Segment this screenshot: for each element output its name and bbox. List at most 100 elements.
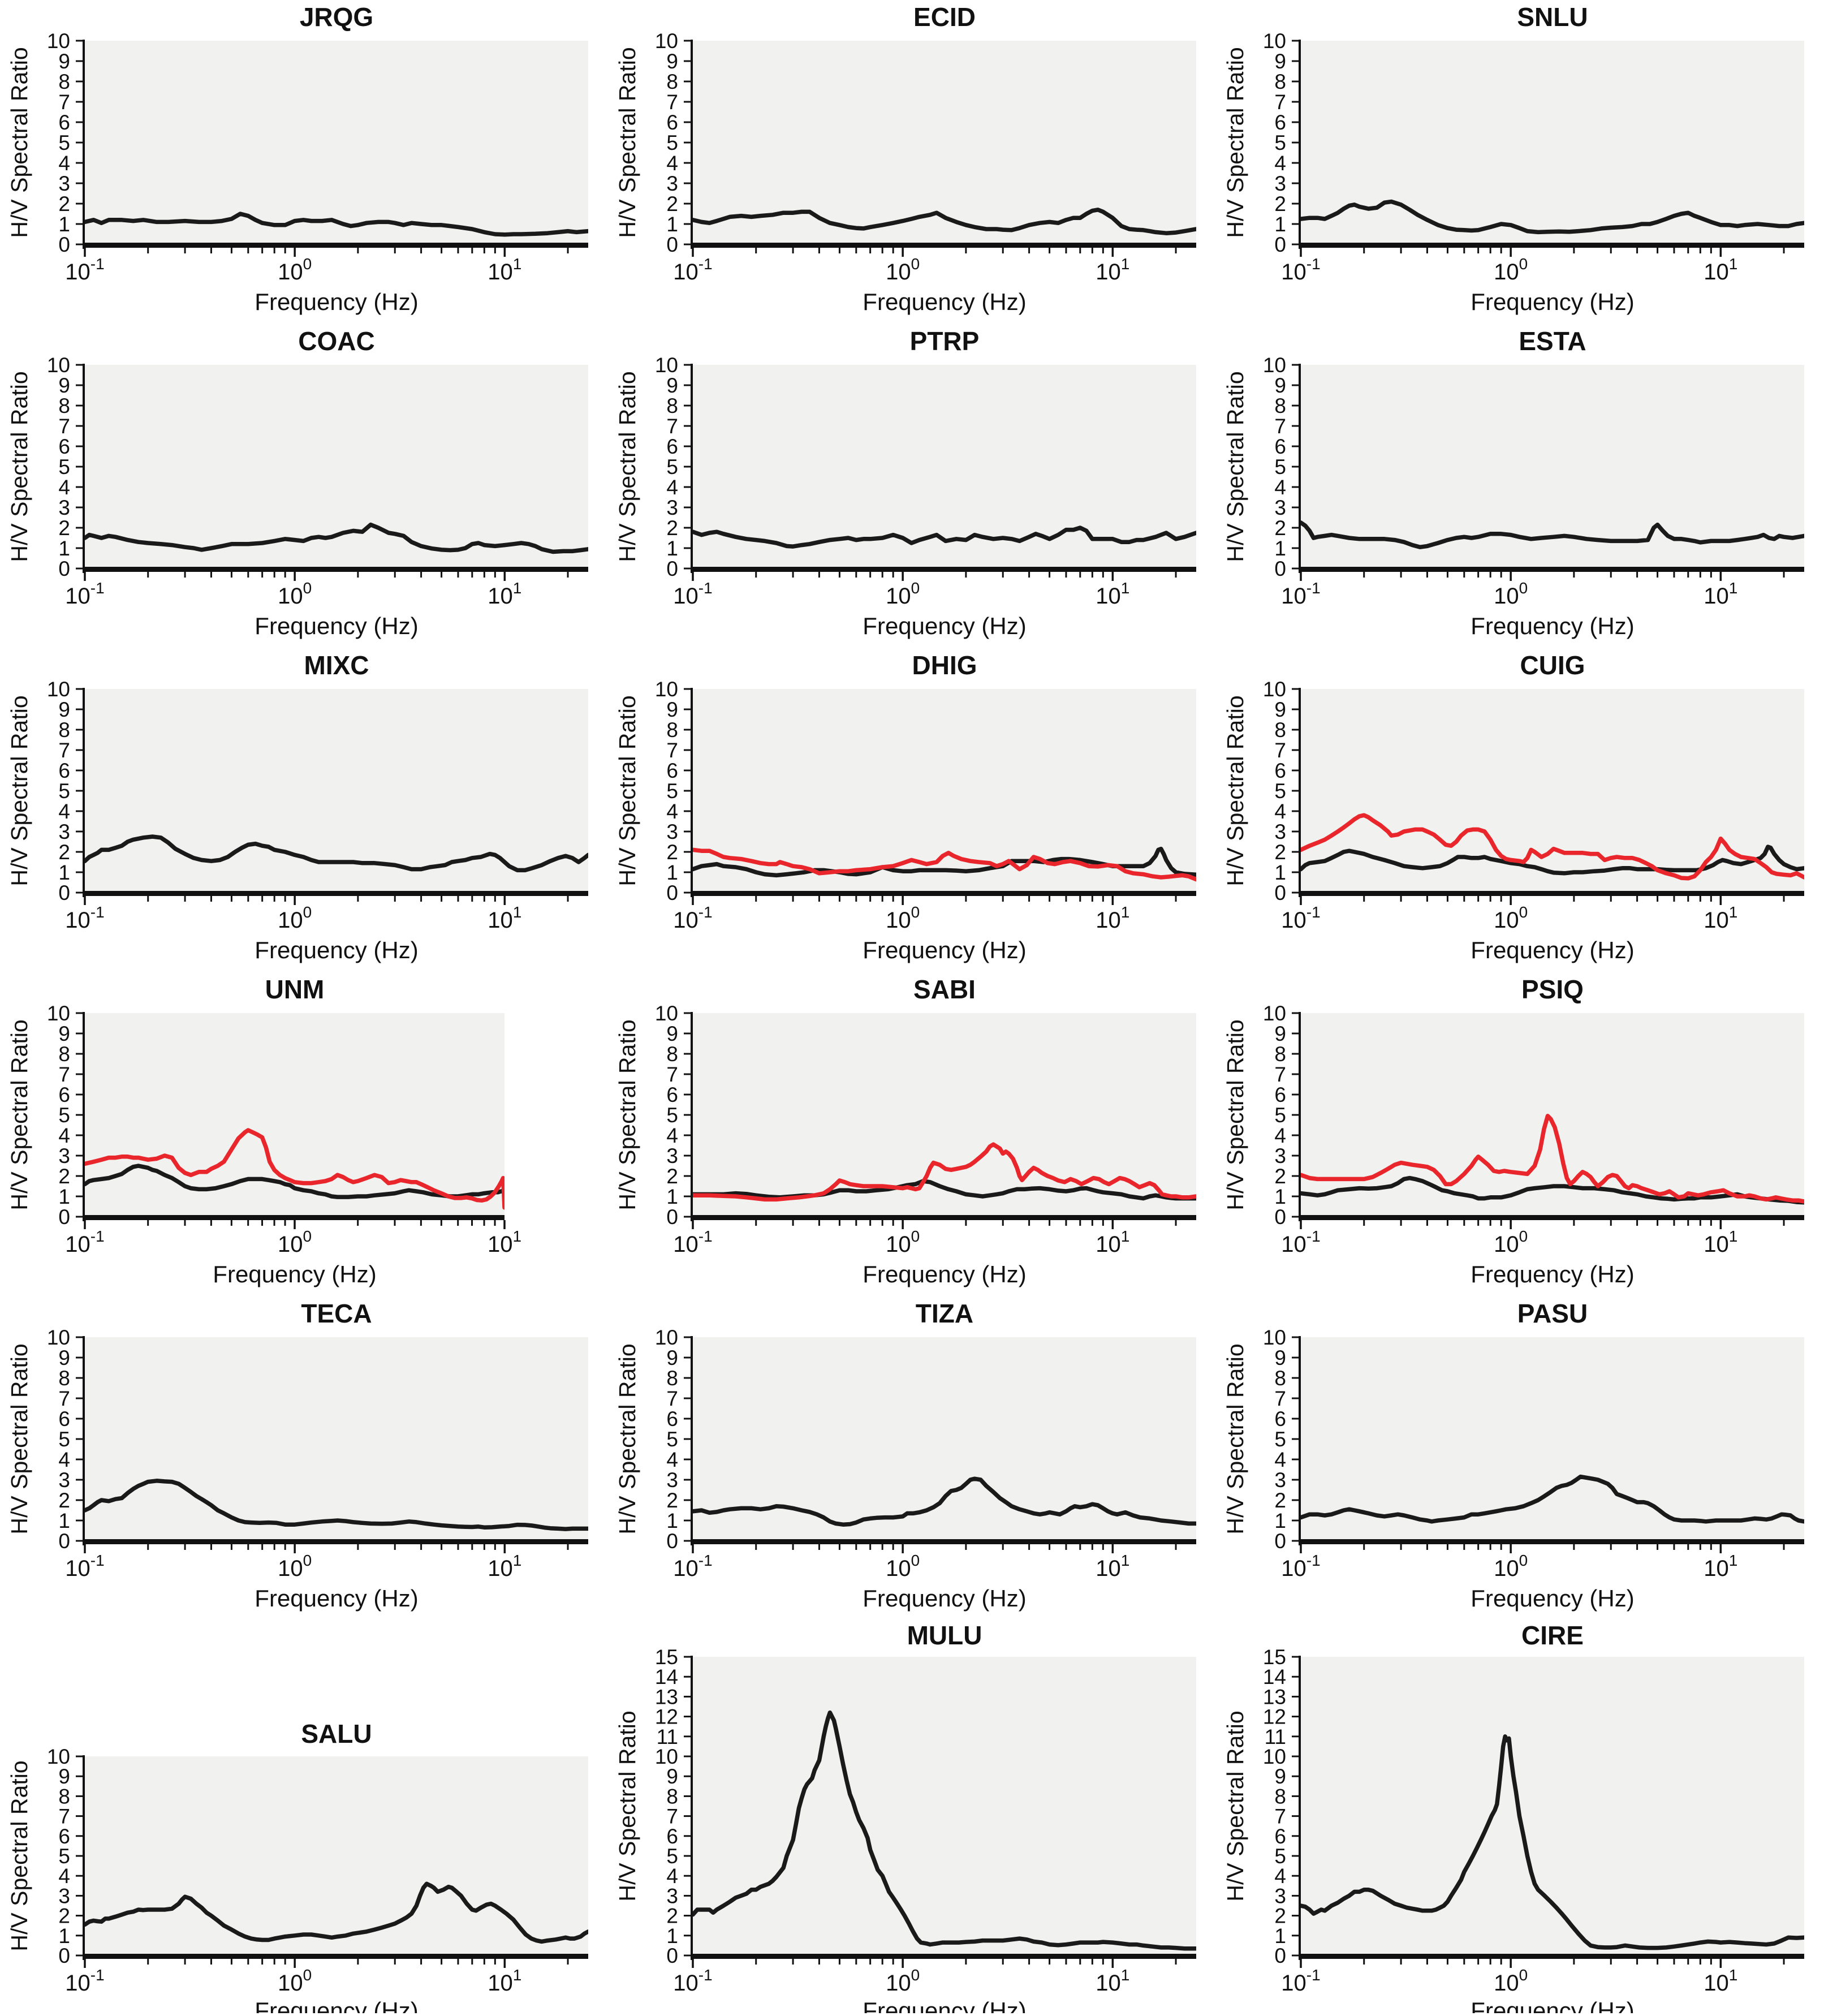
subplot-psiq: PSIQ 0 1 2 3 4 5 6 7 8 9 10 10-1 100 101 H/V Spectral R…	[1216, 972, 1824, 1296]
svg-text:9: 9	[1274, 374, 1286, 397]
svg-text:10: 10	[1263, 354, 1286, 377]
y-axis-label: H/V Spectral Ratio	[1222, 371, 1248, 562]
svg-text:8: 8	[666, 718, 678, 742]
svg-text:6: 6	[1274, 1825, 1286, 1848]
y-axis-label: H/V Spectral Ratio	[614, 1711, 640, 1901]
chart-title: TIZA	[916, 1299, 973, 1328]
svg-text:7: 7	[58, 415, 70, 438]
svg-text:7: 7	[1274, 739, 1286, 762]
svg-text:8: 8	[1274, 394, 1286, 417]
curve-hvsr-black	[1301, 1734, 1804, 1950]
svg-text:10: 10	[1263, 1326, 1286, 1349]
x-tick-label: 101	[488, 903, 521, 933]
x-tick-label: 10-1	[1281, 579, 1320, 609]
svg-text:6: 6	[58, 1407, 70, 1431]
svg-text:4: 4	[666, 1864, 678, 1888]
svg-text:8: 8	[666, 394, 678, 417]
svg-text:1: 1	[666, 213, 678, 236]
svg-text:2: 2	[666, 192, 678, 216]
x-tick-label: 101	[1096, 1966, 1129, 1996]
svg-text:3: 3	[58, 820, 70, 843]
svg-text:5: 5	[666, 1845, 678, 1868]
x-tick-label: 100	[278, 1966, 312, 1996]
svg-text:8: 8	[58, 70, 70, 93]
svg-text:4: 4	[1274, 800, 1286, 823]
curve-hvsr-red	[693, 847, 1196, 882]
svg-text:9: 9	[58, 50, 70, 73]
x-tick-label: 10-1	[65, 1227, 104, 1257]
x-tick-label: 10-1	[1281, 1552, 1320, 1581]
subplot-tiza: TIZA 0 1 2 3 4 5 6 7 8 9 10 10-1 100 101 H/V Spectral R…	[608, 1296, 1216, 1621]
svg-text:1: 1	[58, 537, 70, 560]
svg-text:8: 8	[666, 70, 678, 93]
svg-text:0: 0	[666, 1530, 678, 1553]
plot-area	[1301, 1657, 1804, 1955]
chart-title: COAC	[298, 326, 374, 356]
plot-area	[1301, 365, 1804, 568]
curve-hvsr-black	[1301, 1175, 1804, 1205]
svg-text:5: 5	[58, 1845, 70, 1868]
svg-text:10: 10	[655, 678, 678, 701]
svg-text:6: 6	[1274, 1407, 1286, 1431]
subplot-ptrp: PTRP 0 1 2 3 4 5 6 7 8 9 10 10-1 100 101 H/V Spectral R…	[608, 324, 1216, 648]
svg-text:8: 8	[1274, 1367, 1286, 1390]
svg-text:12: 12	[1263, 1705, 1286, 1729]
svg-text:8: 8	[1274, 718, 1286, 742]
svg-text:6: 6	[666, 1407, 678, 1431]
svg-text:2: 2	[58, 841, 70, 864]
curve-hvsr-black	[85, 834, 588, 873]
svg-text:6: 6	[1274, 435, 1286, 458]
svg-text:7: 7	[1274, 415, 1286, 438]
svg-text:7: 7	[58, 91, 70, 114]
svg-text:0: 0	[58, 881, 70, 904]
svg-text:0: 0	[666, 1205, 678, 1229]
svg-text:2: 2	[58, 192, 70, 216]
svg-text:2: 2	[666, 516, 678, 540]
curve-hvsr-black	[85, 212, 588, 237]
svg-text:4: 4	[58, 800, 70, 823]
y-axis-label: H/V Spectral Ratio	[6, 1019, 32, 1210]
svg-text:2: 2	[666, 1489, 678, 1512]
svg-text:10: 10	[47, 354, 70, 377]
curve-hvsr-red	[85, 1128, 504, 1210]
svg-text:1: 1	[58, 213, 70, 236]
svg-text:2: 2	[58, 516, 70, 540]
subplot-dhig: DHIG 0 1 2 3 4 5 6 7 8 9 10 10-1 100 101 H/V Spectral R…	[608, 648, 1216, 972]
chart-title: SALU	[301, 1719, 372, 1748]
svg-text:3: 3	[666, 1884, 678, 1907]
svg-text:9: 9	[666, 50, 678, 73]
curve-hvsr-black	[85, 1479, 588, 1531]
x-tick-label: 10-1	[1281, 903, 1320, 933]
x-tick-label: 101	[1704, 255, 1737, 285]
subplot-cire: CIRE 0 1 2 3 4 5 6 7 8 9 10 11 12 13 14 15 10-1 100 101 H/V …	[1216, 1621, 1824, 2016]
x-tick-label: 100	[1494, 579, 1528, 609]
subplot-pasu: PASU 0 1 2 3 4 5 6 7 8 9 10 10-1 100 101 H/V Spectral R…	[1216, 1296, 1824, 1621]
x-axis-label: Frequency (Hz)	[255, 1997, 418, 2013]
x-tick-label: 101	[1096, 1552, 1129, 1581]
curve-hvsr-black	[85, 1164, 504, 1199]
svg-text:7: 7	[58, 1805, 70, 1828]
x-tick-label: 101	[1096, 255, 1129, 285]
x-tick-label: 10-1	[673, 579, 712, 609]
svg-text:2: 2	[58, 1489, 70, 1512]
svg-text:1: 1	[666, 1924, 678, 1948]
svg-text:4: 4	[666, 476, 678, 499]
plot-area	[693, 41, 1196, 244]
x-tick-label: 101	[488, 1227, 521, 1257]
x-axis-label: Frequency (Hz)	[863, 937, 1026, 963]
svg-text:10: 10	[1263, 29, 1286, 53]
svg-text:15: 15	[655, 1645, 678, 1669]
x-tick-label: 100	[886, 1552, 920, 1581]
svg-text:10: 10	[47, 1002, 70, 1025]
svg-text:3: 3	[666, 1468, 678, 1492]
svg-text:3: 3	[1274, 820, 1286, 843]
svg-text:10: 10	[47, 29, 70, 53]
x-tick-label: 100	[278, 1227, 312, 1257]
svg-text:4: 4	[666, 800, 678, 823]
svg-text:7: 7	[666, 739, 678, 762]
x-axis-label: Frequency (Hz)	[213, 1261, 376, 1287]
svg-text:9: 9	[58, 1022, 70, 1045]
svg-text:3: 3	[58, 1468, 70, 1492]
svg-text:0: 0	[58, 557, 70, 580]
